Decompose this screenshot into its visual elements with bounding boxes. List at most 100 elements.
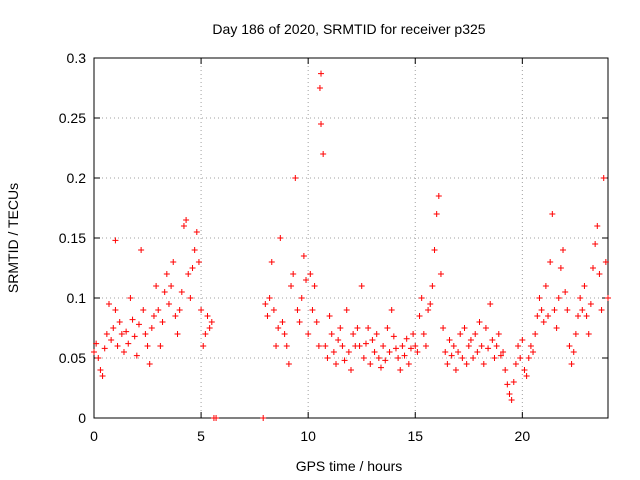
data-point bbox=[101, 345, 108, 352]
data-point bbox=[395, 355, 402, 361]
data-point bbox=[144, 343, 151, 349]
data-point bbox=[191, 247, 198, 253]
data-point bbox=[581, 283, 588, 289]
data-point bbox=[540, 319, 547, 325]
data-point bbox=[440, 325, 447, 331]
data-point bbox=[178, 289, 185, 295]
data-point bbox=[148, 325, 155, 331]
data-point bbox=[322, 343, 329, 349]
data-point bbox=[204, 313, 211, 319]
data-point bbox=[461, 325, 468, 331]
data-point bbox=[489, 337, 496, 343]
data-point bbox=[530, 349, 537, 355]
data-point bbox=[174, 331, 181, 337]
data-point bbox=[202, 331, 209, 337]
data-point bbox=[135, 321, 142, 328]
data-point bbox=[474, 349, 481, 355]
data-point bbox=[525, 355, 532, 361]
data-point bbox=[600, 175, 607, 181]
data-point bbox=[91, 349, 97, 355]
data-point bbox=[450, 343, 457, 349]
tick-layer: 0 0.05 0.1 0.15 0.2 0.25 0.3 0 5 10 15 20 bbox=[59, 50, 608, 444]
y-tick-label: 0 bbox=[78, 410, 86, 426]
data-point bbox=[564, 307, 571, 313]
data-point bbox=[545, 313, 552, 319]
data-point bbox=[118, 331, 125, 337]
data-point bbox=[463, 361, 470, 367]
data-point bbox=[590, 265, 597, 271]
data-point bbox=[172, 313, 179, 319]
data-point bbox=[185, 271, 192, 277]
data-point bbox=[448, 352, 455, 359]
data-point bbox=[485, 345, 492, 352]
x-tick-label: 0 bbox=[90, 428, 98, 444]
data-point bbox=[418, 295, 425, 301]
data-point bbox=[95, 355, 102, 361]
data-point bbox=[437, 271, 444, 277]
data-point bbox=[315, 343, 322, 349]
data-point bbox=[542, 283, 549, 289]
data-point bbox=[120, 349, 127, 355]
data-point bbox=[138, 247, 145, 253]
data-point bbox=[333, 361, 340, 367]
data-point bbox=[311, 283, 318, 289]
data-point bbox=[275, 325, 282, 331]
data-point bbox=[493, 343, 500, 349]
data-point bbox=[193, 229, 200, 235]
data-point bbox=[324, 355, 331, 361]
data-point bbox=[594, 223, 601, 229]
y-tick-label: 0.3 bbox=[67, 50, 87, 66]
data-point bbox=[281, 331, 288, 337]
data-point bbox=[517, 355, 524, 361]
data-point bbox=[354, 325, 361, 331]
data-point bbox=[534, 313, 541, 319]
data-point bbox=[97, 367, 104, 373]
data-point bbox=[515, 343, 522, 349]
data-point bbox=[298, 295, 305, 301]
data-point bbox=[470, 355, 477, 361]
data-point bbox=[200, 343, 207, 349]
chart-title: Day 186 of 2020, SRMTID for receiver p32… bbox=[212, 21, 485, 37]
data-point bbox=[435, 193, 442, 199]
data-point bbox=[506, 391, 513, 397]
data-point bbox=[125, 340, 132, 347]
data-point bbox=[320, 151, 327, 157]
data-point bbox=[350, 331, 357, 337]
data-point bbox=[414, 349, 421, 355]
data-point bbox=[457, 331, 464, 337]
data-point bbox=[371, 349, 378, 355]
data-point bbox=[596, 271, 603, 277]
data-point bbox=[429, 283, 436, 289]
data-point bbox=[290, 271, 297, 277]
data-point bbox=[497, 352, 504, 359]
data-point bbox=[465, 343, 472, 349]
data-point bbox=[303, 277, 310, 283]
data-point bbox=[403, 335, 410, 342]
data-point bbox=[294, 307, 301, 313]
data-point bbox=[208, 319, 215, 325]
data-point bbox=[345, 349, 352, 355]
data-point bbox=[560, 247, 567, 253]
data-point bbox=[504, 381, 511, 388]
data-point bbox=[146, 361, 153, 367]
data-point bbox=[170, 259, 177, 265]
data-point bbox=[112, 237, 119, 244]
data-point bbox=[300, 253, 307, 259]
data-point bbox=[367, 361, 374, 367]
data-point bbox=[150, 313, 157, 319]
data-point bbox=[285, 361, 292, 367]
y-tick-label: 0.1 bbox=[67, 290, 87, 306]
data-point bbox=[195, 259, 202, 265]
data-point bbox=[360, 355, 367, 361]
data-point bbox=[112, 307, 119, 313]
data-point bbox=[444, 361, 451, 367]
data-point bbox=[377, 364, 384, 371]
data-point bbox=[592, 241, 599, 247]
data-point bbox=[570, 349, 577, 355]
data-point bbox=[316, 85, 323, 91]
data-point bbox=[401, 352, 408, 359]
data-point bbox=[114, 343, 121, 349]
data-point bbox=[335, 337, 342, 343]
data-point bbox=[176, 307, 183, 313]
data-point bbox=[380, 343, 387, 349]
